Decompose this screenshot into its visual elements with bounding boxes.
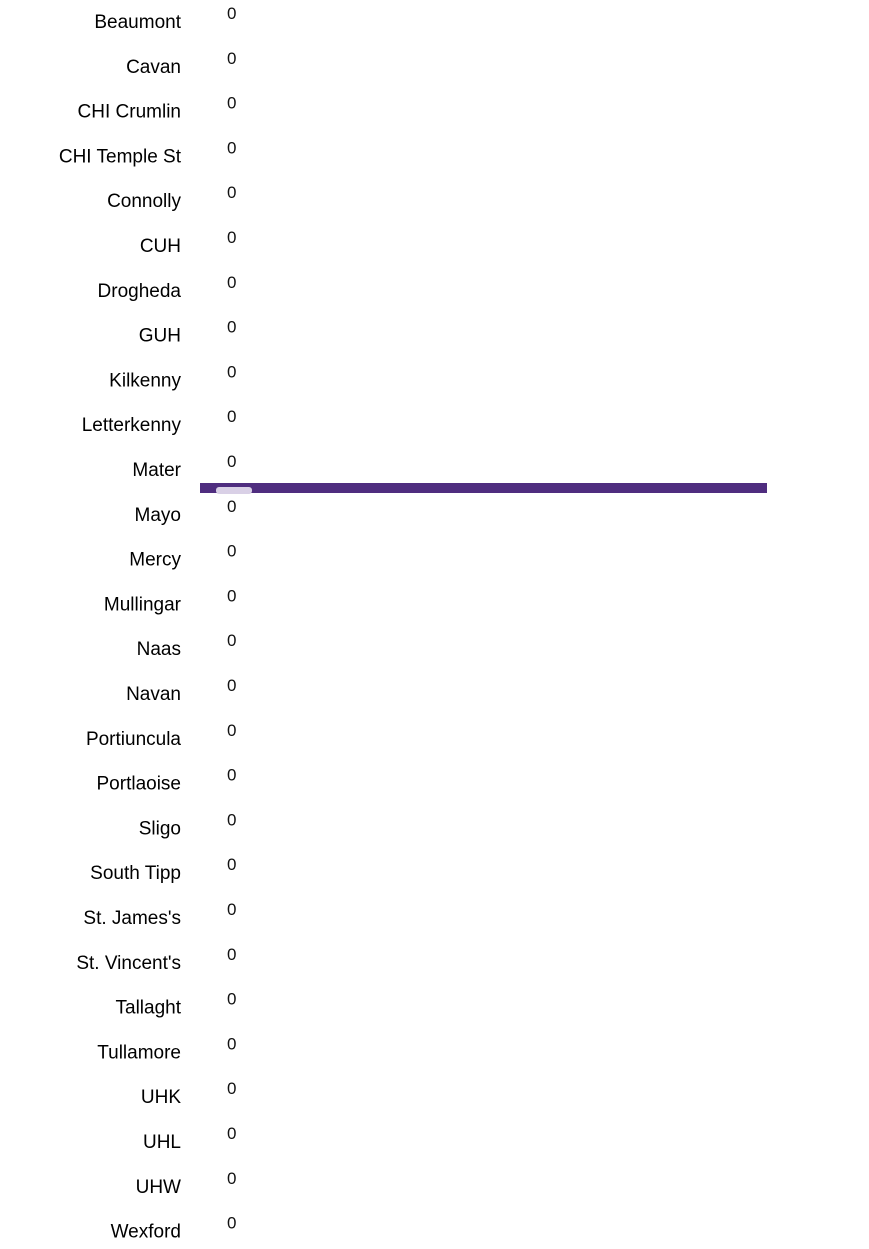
value-label-south-tipp: 0 xyxy=(227,855,236,874)
category-label-portlaoise: Portlaoise xyxy=(97,774,182,795)
category-label-guh: GUH xyxy=(139,326,181,347)
highlight-bar-mater xyxy=(200,483,767,493)
category-label-cuh: CUH xyxy=(140,236,181,257)
value-label-tullamore: 0 xyxy=(227,1034,236,1053)
value-label-mater: 0 xyxy=(227,452,236,471)
value-label-uhw: 0 xyxy=(227,1169,236,1188)
category-label-mayo: Mayo xyxy=(135,505,181,526)
category-label-naas: Naas xyxy=(137,639,181,660)
value-label-st-james-s: 0 xyxy=(227,900,236,919)
category-label-mater: Mater xyxy=(132,460,181,481)
value-label-cuh: 0 xyxy=(227,228,236,247)
value-label-tallaght: 0 xyxy=(227,990,236,1009)
value-label-letterkenny: 0 xyxy=(227,407,236,426)
value-label-uhl: 0 xyxy=(227,1124,236,1143)
value-label-portlaoise: 0 xyxy=(227,766,236,785)
value-label-connolly: 0 xyxy=(227,183,236,202)
value-label-drogheda: 0 xyxy=(227,273,236,292)
value-label-cavan: 0 xyxy=(227,49,236,68)
value-label-wexford: 0 xyxy=(227,1214,236,1233)
category-label-kilkenny: Kilkenny xyxy=(109,370,181,391)
value-label-navan: 0 xyxy=(227,676,236,695)
value-label-naas: 0 xyxy=(227,631,236,650)
category-labels: Beaumont Cavan CHI Crumlin CHI Temple St Con… xyxy=(59,12,182,1243)
category-label-sligo: Sligo xyxy=(139,818,181,839)
category-label-beaumont: Beaumont xyxy=(94,12,181,33)
value-label-mayo: 0 xyxy=(227,497,236,516)
category-label-uhw: UHW xyxy=(136,1177,181,1198)
category-label-chi-temple-st: CHI Temple St xyxy=(59,146,182,167)
category-label-uhk: UHK xyxy=(141,1087,181,1108)
value-label-kilkenny: 0 xyxy=(227,362,236,381)
category-label-wexford: Wexford xyxy=(111,1222,181,1243)
category-label-connolly: Connolly xyxy=(107,191,181,212)
category-label-portiuncula: Portiuncula xyxy=(86,729,181,750)
value-labels: 0 0 0 0 0 0 0 0 0 0 0 0 0 0 0 0 0 0 0 0 0 0 0 0 0 0 0 0 xyxy=(227,4,236,1233)
category-label-tallaght: Tallaght xyxy=(116,998,182,1019)
chart-marks xyxy=(200,483,767,494)
value-label-beaumont: 0 xyxy=(227,4,236,23)
category-label-st-james-s: St. James's xyxy=(83,908,181,929)
category-label-navan: Navan xyxy=(126,684,181,705)
category-label-mullingar: Mullingar xyxy=(104,594,182,615)
value-label-st-vincent-s: 0 xyxy=(227,945,236,964)
value-label-portiuncula: 0 xyxy=(227,721,236,740)
value-label-mullingar: 0 xyxy=(227,586,236,605)
value-label-guh: 0 xyxy=(227,318,236,337)
value-label-mercy: 0 xyxy=(227,542,236,561)
category-label-chi-crumlin: CHI Crumlin xyxy=(78,102,181,123)
category-label-cavan: Cavan xyxy=(126,57,181,78)
category-label-st-vincent-s: St. Vincent's xyxy=(76,953,181,974)
category-label-letterkenny: Letterkenny xyxy=(82,415,182,436)
value-label-sligo: 0 xyxy=(227,810,236,829)
value-label-chi-crumlin: 0 xyxy=(227,94,236,113)
category-label-drogheda: Drogheda xyxy=(98,281,182,302)
category-label-uhl: UHL xyxy=(143,1132,181,1153)
value-label-uhk: 0 xyxy=(227,1079,236,1098)
value-label-chi-temple-st: 0 xyxy=(227,138,236,157)
category-label-mercy: Mercy xyxy=(129,550,181,571)
category-label-tullamore: Tullamore xyxy=(97,1042,181,1063)
category-label-south-tipp: South Tipp xyxy=(90,863,181,884)
highlight-handle xyxy=(216,487,252,494)
